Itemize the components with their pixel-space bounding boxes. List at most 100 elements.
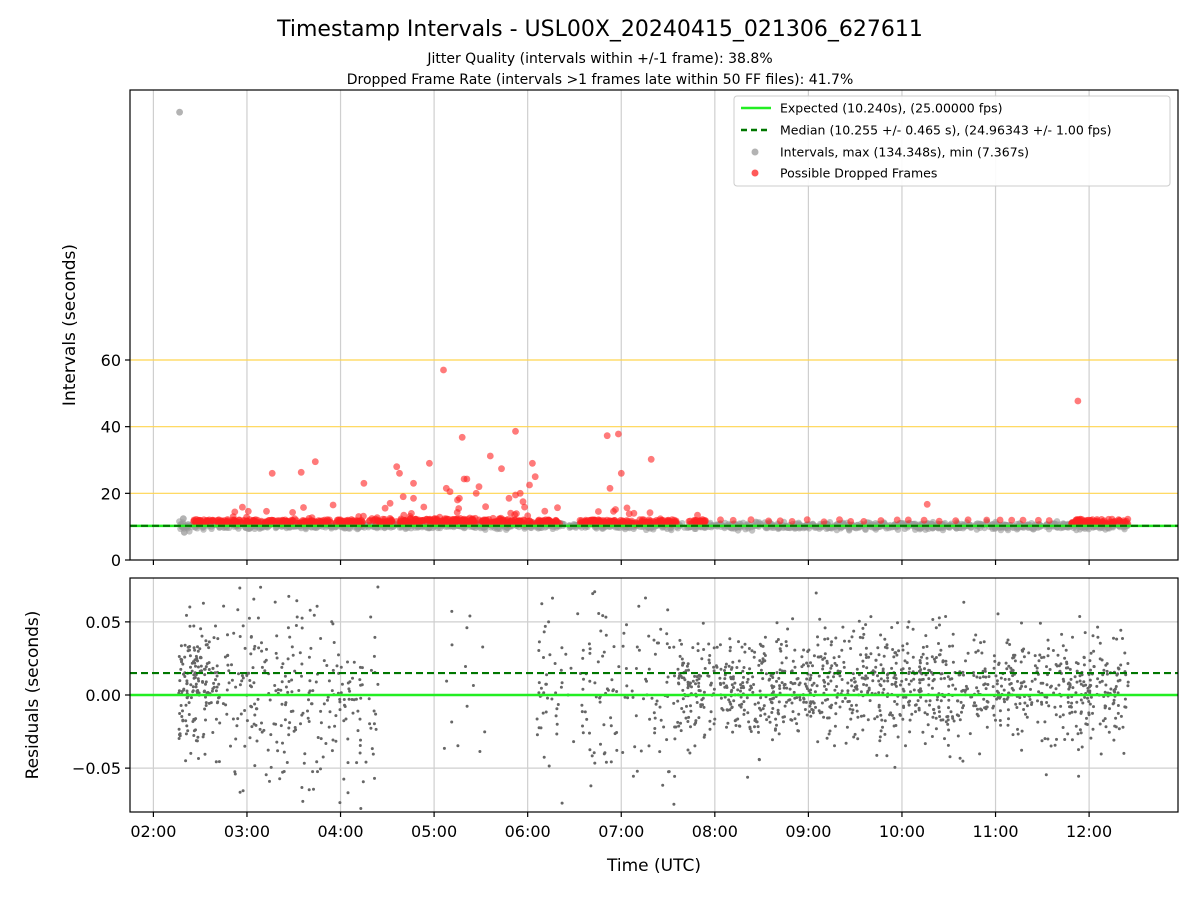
residual-point xyxy=(324,742,328,745)
residual-point xyxy=(937,642,940,645)
residual-point xyxy=(310,702,314,706)
residual-point xyxy=(851,672,855,676)
residual-point xyxy=(986,683,990,686)
residual-point xyxy=(886,679,890,683)
residual-point xyxy=(673,737,677,741)
dropped-frame-point xyxy=(1079,519,1087,526)
residual-point xyxy=(177,689,181,693)
dropped-frame-point xyxy=(446,488,454,496)
residual-point xyxy=(214,717,218,721)
residual-point xyxy=(697,716,701,720)
residual-point xyxy=(946,743,950,747)
residual-point xyxy=(1073,675,1077,679)
residual-point xyxy=(555,722,559,726)
residual-point xyxy=(544,710,548,714)
residual-point xyxy=(307,655,311,659)
residual-point xyxy=(840,648,844,652)
residual-point xyxy=(235,724,239,728)
residual-point xyxy=(237,672,240,676)
residual-point xyxy=(326,698,329,702)
residual-point xyxy=(1006,723,1010,727)
residual-point xyxy=(1007,717,1010,721)
residual-point xyxy=(750,649,754,653)
residual-point xyxy=(898,713,902,716)
residual-point xyxy=(1089,651,1093,655)
residual-point xyxy=(833,688,837,692)
residual-point xyxy=(925,656,929,660)
residual-point xyxy=(918,661,922,665)
residual-point xyxy=(252,681,256,685)
residual-point xyxy=(1003,700,1006,704)
residual-point xyxy=(677,681,680,685)
interval-point xyxy=(939,526,947,534)
residual-point xyxy=(197,691,201,695)
residual-point xyxy=(653,716,657,720)
residual-point xyxy=(312,787,315,791)
residual-point xyxy=(654,702,658,706)
dropped-frame-point xyxy=(268,469,276,477)
residual-point xyxy=(732,686,735,689)
residual-point xyxy=(778,668,782,672)
residual-point xyxy=(961,706,965,710)
residual-point xyxy=(949,710,953,714)
residual-point xyxy=(924,699,928,703)
residual-point xyxy=(306,709,309,713)
residual-point xyxy=(207,640,211,644)
residual-point xyxy=(255,739,259,743)
residual-point xyxy=(910,712,914,716)
dropped-frame-point xyxy=(368,515,376,522)
residual-point xyxy=(944,615,948,618)
residual-point xyxy=(869,615,873,619)
residual-point xyxy=(814,591,818,595)
residual-point xyxy=(1051,649,1055,652)
residual-point xyxy=(742,712,746,716)
residual-point xyxy=(564,652,568,656)
residual-point xyxy=(1037,659,1041,663)
residual-point xyxy=(832,656,836,660)
residual-point xyxy=(1004,661,1008,665)
residual-point xyxy=(741,681,745,685)
residual-point xyxy=(1039,681,1043,685)
residual-point xyxy=(846,681,850,685)
dropped-frame-point xyxy=(515,517,523,524)
residual-point xyxy=(983,682,987,686)
residual-point xyxy=(204,643,208,647)
residual-point xyxy=(202,732,206,736)
residual-point xyxy=(192,624,196,628)
residual-point xyxy=(1070,701,1074,705)
residual-point xyxy=(334,739,338,743)
residual-point xyxy=(951,715,954,719)
residual-point xyxy=(784,656,788,660)
residual-point xyxy=(745,680,749,684)
residual-point xyxy=(327,725,331,729)
residual-point xyxy=(251,666,255,670)
residual-point xyxy=(972,704,976,708)
residual-point xyxy=(325,664,329,667)
residual-point xyxy=(739,689,742,693)
residual-point xyxy=(785,644,789,648)
residual-point xyxy=(862,714,866,718)
residual-point xyxy=(1083,695,1087,699)
residual-point xyxy=(951,683,955,687)
residual-point xyxy=(327,679,331,683)
residual-point xyxy=(556,703,560,706)
subtitle-jitter: Jitter Quality (intervals within +/-1 fr… xyxy=(426,51,772,67)
residual-point xyxy=(697,685,701,688)
residual-point xyxy=(912,677,916,681)
residual-point xyxy=(286,657,290,661)
residual-point xyxy=(352,660,356,664)
residual-point xyxy=(904,678,908,681)
dropped-frame-point xyxy=(512,427,519,435)
residual-point xyxy=(213,671,217,675)
residual-point xyxy=(676,667,680,671)
residual-point xyxy=(719,696,723,700)
residual-point xyxy=(1030,701,1034,705)
residual-point xyxy=(233,770,237,774)
residual-point xyxy=(865,666,869,670)
dropped-frame-point xyxy=(239,503,246,511)
residual-point xyxy=(183,655,187,659)
residual-point xyxy=(944,720,948,724)
residual-point xyxy=(1068,711,1072,715)
residual-point xyxy=(535,733,539,737)
